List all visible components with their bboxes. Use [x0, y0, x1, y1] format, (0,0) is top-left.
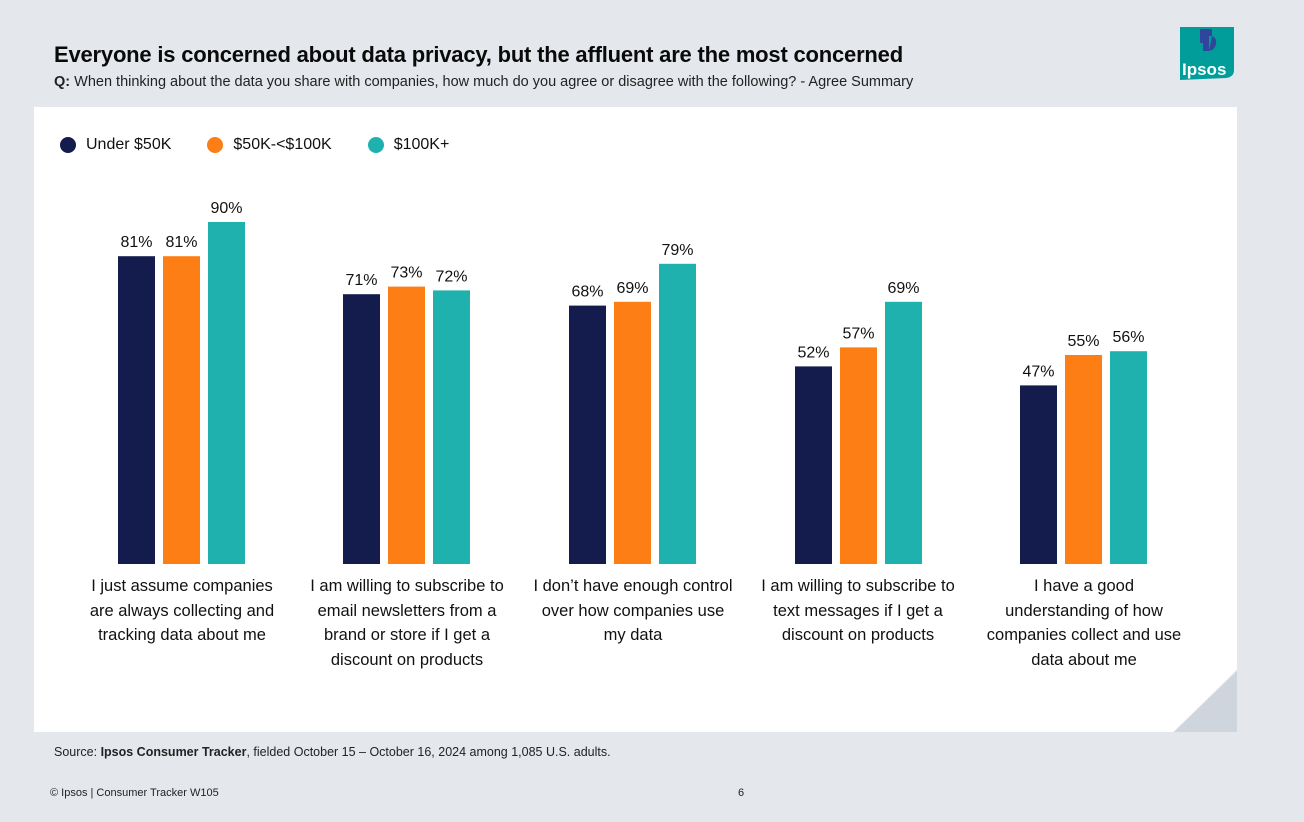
category-label: I just assume companies are always colle…: [89, 577, 275, 644]
question-body: When thinking about the data you share w…: [70, 74, 914, 90]
data-label: 79%: [661, 242, 693, 259]
data-label: 71%: [345, 272, 377, 289]
legend-label: Under $50K: [86, 136, 172, 153]
data-label: 69%: [616, 280, 648, 297]
category-label: I am willing to subscribe to text messag…: [761, 577, 955, 644]
legend-swatch: [367, 137, 384, 153]
data-label: 69%: [887, 280, 919, 297]
source-note: Source: Ipsos Consumer Tracker, fielded …: [54, 745, 611, 759]
bar: [659, 263, 696, 564]
page-number: 6: [738, 787, 745, 799]
legend-label: $100K+: [393, 136, 450, 153]
bar: [795, 366, 832, 564]
bar: [208, 222, 245, 564]
data-label: 68%: [571, 284, 603, 301]
bar: [569, 305, 606, 564]
bar: [614, 301, 651, 564]
bar: [388, 286, 425, 564]
ipsos-logo: Ipsos: [1180, 27, 1234, 80]
data-label: 72%: [435, 268, 467, 285]
chart-legend: Under $50K $50K-<$100K $100K+: [60, 134, 449, 156]
legend-swatch: [60, 137, 76, 153]
data-label: 56%: [1112, 329, 1144, 346]
bar: [433, 290, 470, 564]
legend-item-under-50k: Under $50K: [60, 136, 171, 154]
bar: [1110, 351, 1147, 564]
question-prefix: Q:: [54, 74, 71, 90]
data-label: 55%: [1067, 333, 1099, 350]
category-label: I am willing to subscribe to email newsl…: [310, 577, 504, 669]
data-label: 90%: [210, 200, 242, 217]
legend-swatch: [207, 137, 224, 153]
category-label: I have a good understanding of how compa…: [986, 577, 1182, 669]
bar: [840, 347, 877, 564]
bar: [163, 256, 200, 564]
data-label: 52%: [797, 344, 829, 361]
data-label: 73%: [390, 265, 422, 282]
bar: [118, 256, 155, 564]
page-title: Everyone is concerned about data privacy…: [54, 42, 903, 67]
source-prefix: Source:: [54, 745, 101, 759]
bar: [1065, 355, 1102, 564]
source-name: Ipsos Consumer Tracker: [100, 745, 247, 759]
data-label: 81%: [165, 234, 197, 251]
copyright-text: © Ipsos | Consumer Tracker W105: [50, 787, 219, 799]
data-label: 81%: [120, 234, 152, 251]
bar: [1020, 385, 1057, 564]
source-details: , fielded October 15 – October 16, 2024 …: [246, 745, 611, 759]
data-label: 47%: [1022, 363, 1054, 380]
bar: [343, 294, 380, 564]
category-label: I don’t have enough control over how com…: [533, 577, 733, 644]
bar: [885, 301, 922, 564]
logo-text: Ipsos: [1182, 60, 1226, 79]
legend-label: $50K-<$100K: [233, 136, 332, 153]
question-text: Q: When thinking about the data you shar…: [54, 74, 913, 90]
legend-item-100k-plus: $100K+: [367, 136, 450, 154]
data-label: 57%: [842, 325, 874, 342]
legend-item-50k-100k: $50K-<$100K: [207, 136, 332, 154]
